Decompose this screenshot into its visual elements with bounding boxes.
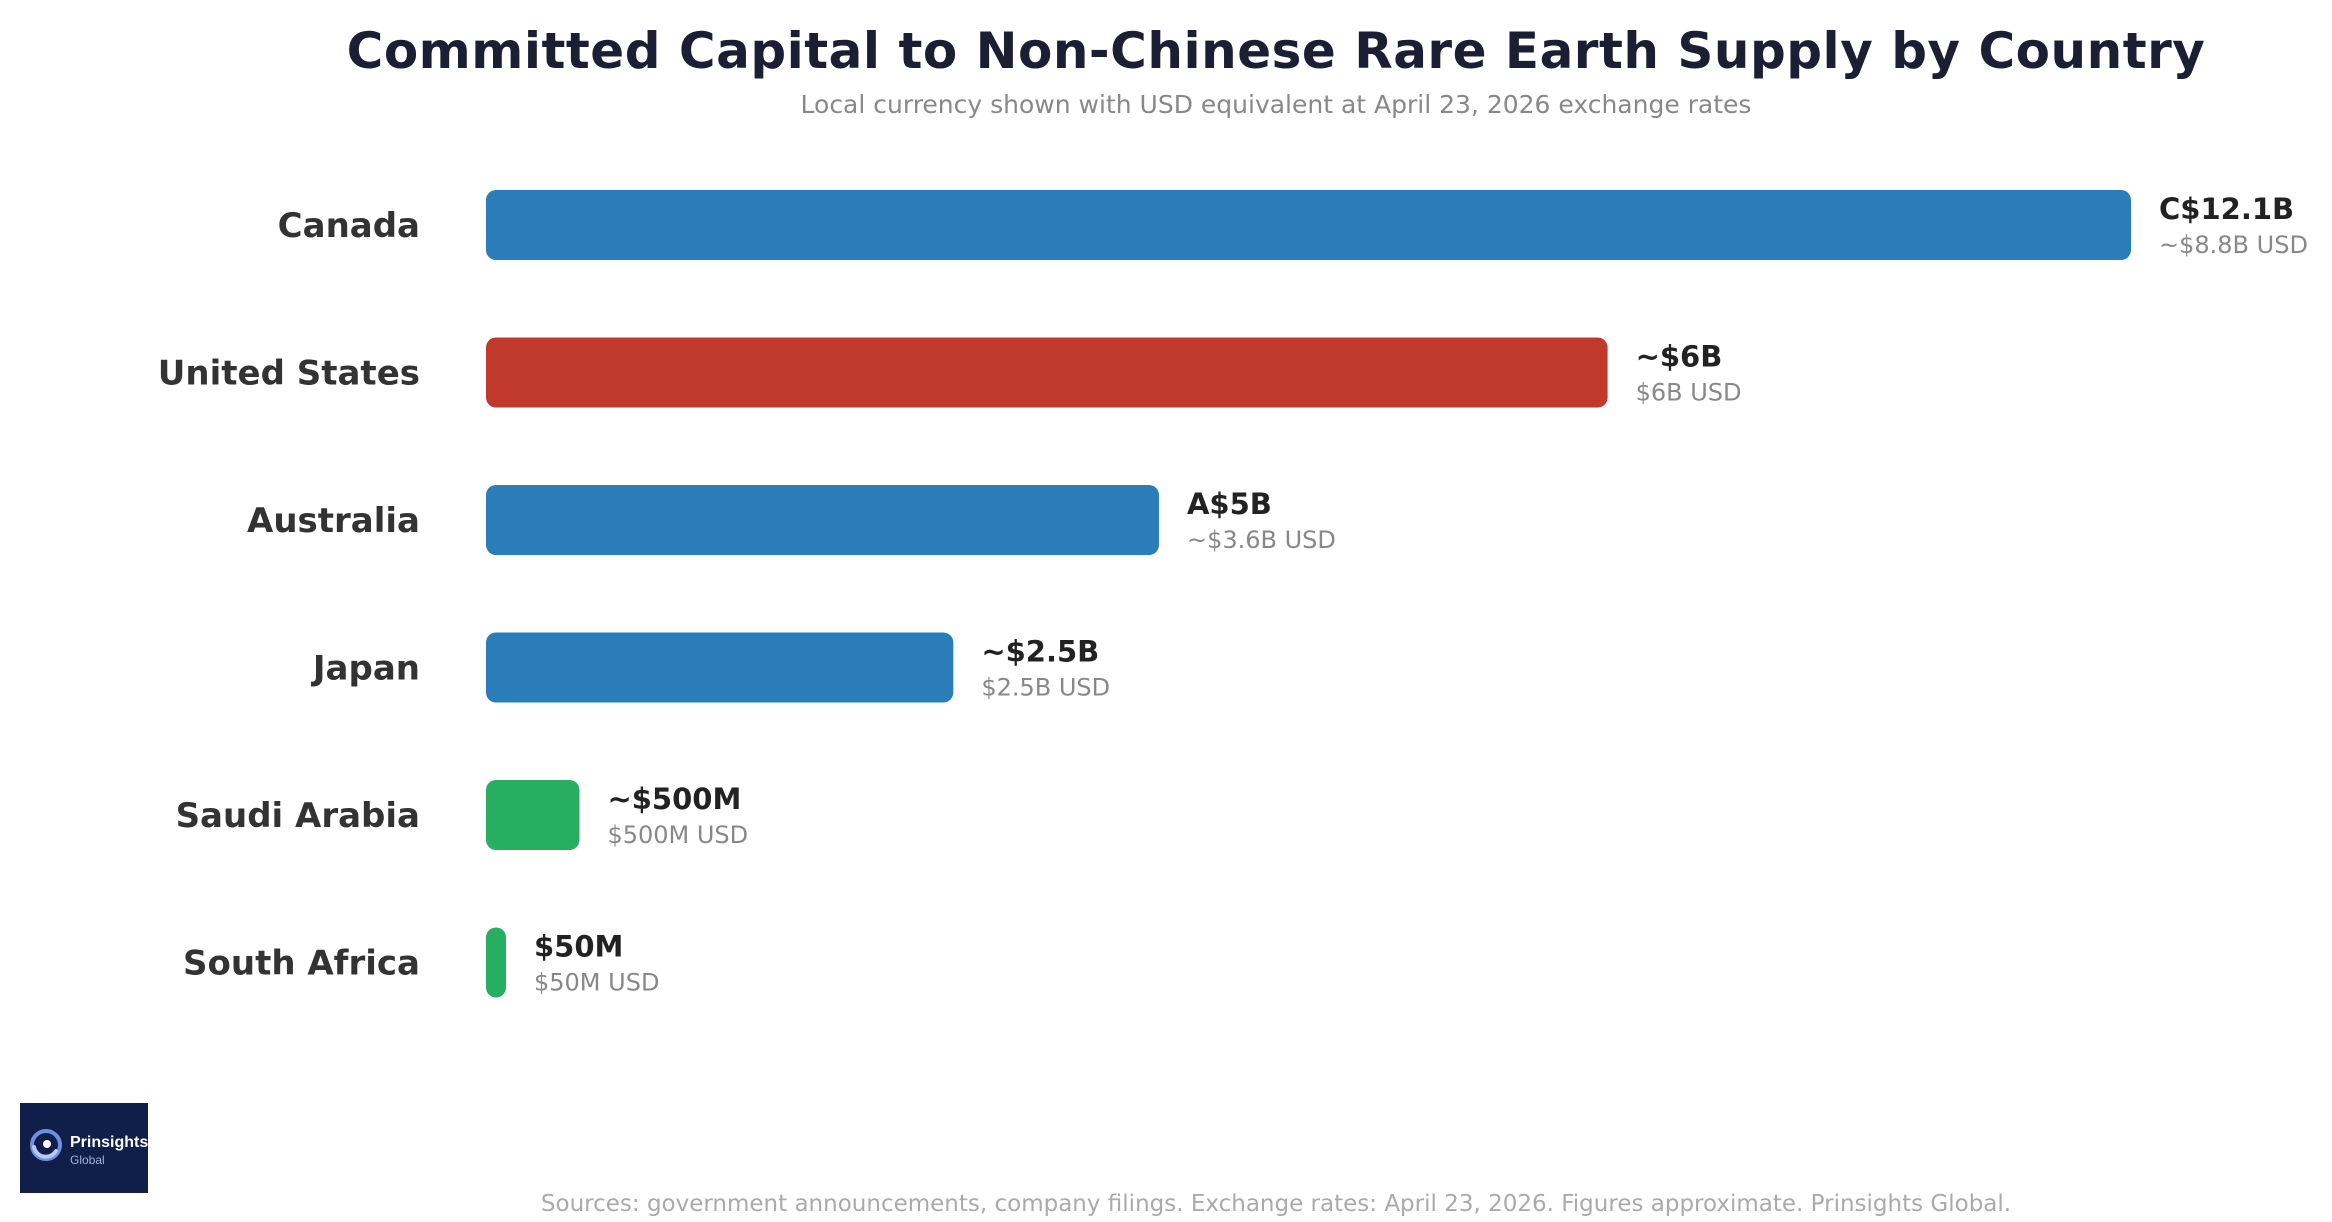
value-label-australia: A$5B <box>1187 487 1272 521</box>
category-label-south-africa: South Africa <box>183 944 420 984</box>
logo-subtitle: Global <box>70 1153 105 1167</box>
usd-label-canada: ~$8.8B USD <box>2159 231 2308 259</box>
usd-label-japan: $2.5B USD <box>981 674 1110 702</box>
bar-japan <box>486 632 954 703</box>
chart-subtitle: Local currency shown with USD equivalent… <box>800 90 1752 119</box>
bar-chart: Canada C$12.1B ~$8.8B USD United States ~$6B… <box>158 190 2308 998</box>
usd-label-australia: ~$3.6B USD <box>1187 526 1336 554</box>
value-label-saudi-arabia: ~$500M <box>607 782 741 816</box>
category-label-united-states: United States <box>158 354 420 394</box>
category-label-australia: Australia <box>247 501 420 541</box>
category-label-canada: Canada <box>278 206 420 246</box>
bar-south-africa <box>486 927 506 998</box>
swirl-logo-icon <box>30 1129 62 1161</box>
bar-saudi-arabia <box>486 780 580 850</box>
value-label-united-states: ~$6B <box>1636 340 1723 374</box>
usd-label-united-states: $6B USD <box>1636 379 1742 407</box>
value-label-south-africa: $50M <box>534 930 623 964</box>
bar-united-states <box>486 337 1608 408</box>
logo-name: Prinsights <box>70 1134 149 1151</box>
source-note: Sources: government announcements, compa… <box>540 1191 2012 1217</box>
value-label-canada: C$12.1B <box>2159 192 2294 226</box>
chart-title: Committed Capital to Non-Chinese Rare Ea… <box>346 22 2206 80</box>
value-label-japan: ~$2.5B <box>981 635 1099 669</box>
bar-canada <box>486 190 2131 260</box>
category-label-saudi-arabia: Saudi Arabia <box>176 796 420 836</box>
usd-label-saudi-arabia: $500M USD <box>607 821 748 849</box>
usd-label-south-africa: $50M USD <box>534 969 659 997</box>
bar-australia <box>486 485 1159 555</box>
brand-logo: Prinsights Global <box>20 1103 148 1193</box>
category-label-japan: Japan <box>311 649 420 689</box>
